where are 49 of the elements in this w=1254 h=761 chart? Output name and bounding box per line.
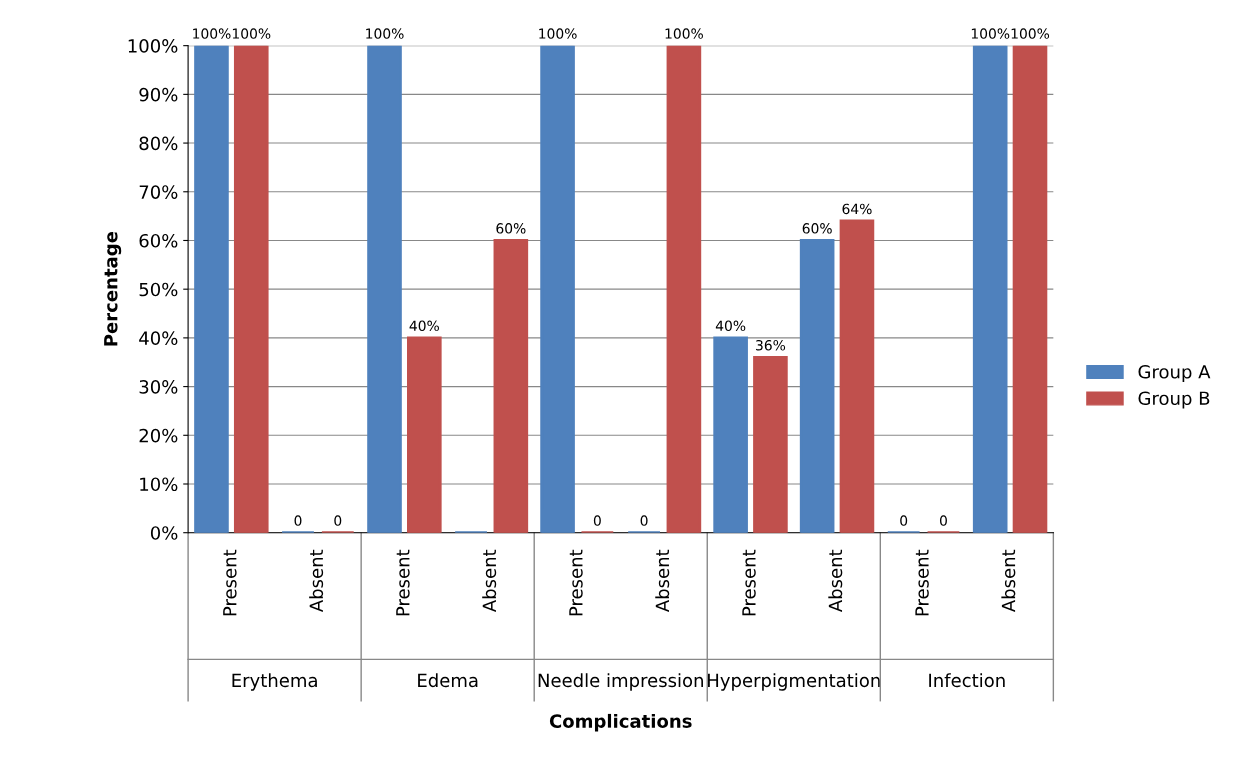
data-label: 60% [496,223,526,234]
data-label: 100% [665,28,703,39]
y-tick-label: 70% [139,185,178,199]
legend-label: Group A [1138,364,1211,383]
x-tick-label: Absent [828,549,843,613]
text: Hyperpigmentation [708,673,880,691]
data-label: 0 [294,515,302,526]
data-label: 40% [715,320,746,332]
x-tick-label: Present [396,549,410,616]
text: Complications [549,713,692,732]
x-tick-label: Present [569,549,583,616]
data-label: 0 [593,515,601,526]
x-tick-label: Present [915,549,929,616]
data-label: 100% [193,28,231,39]
data-label: 0 [334,515,342,526]
text: Erythema [232,673,317,691]
legend-label: Group B [1138,391,1210,409]
data-label: 0 [900,515,908,526]
data-label: 0 [939,515,947,526]
data-label: 60% [802,223,832,234]
text: Edema [418,673,478,688]
y-axis-title: Percentage [104,231,122,346]
text: Infection [929,673,1005,688]
y-tick-label: 40% [139,331,178,345]
x-tick-label: Absent [1001,549,1016,613]
x-tick-label: Absent [482,549,497,613]
y-tick-label: 20% [139,428,178,443]
data-label: 40% [409,320,439,332]
y-tick-label: 90% [139,87,178,102]
text: Needle impression [538,673,703,691]
y-tick-label: 50% [139,282,178,297]
y-tick-label: 0% [150,526,178,540]
data-label: 100% [1011,28,1050,39]
x-tick-label: Present [742,549,756,616]
data-label: 100% [232,28,271,39]
x-tick-label: Absent [655,549,670,613]
data-label: 0 [640,515,648,526]
x-tick-label: Absent [309,549,324,613]
data-label: 100% [539,28,577,39]
y-tick-label: 60% [139,233,178,248]
y-tick-label: 10% [140,477,178,492]
y-tick-label: 100% [128,39,178,53]
y-tick-label: 80% [139,136,178,151]
data-label: 100% [971,28,1010,39]
y-tick-label: 30% [139,380,178,394]
data-label: 36% [756,340,786,351]
data-label: 100% [366,28,404,39]
data-label: 64% [842,203,872,215]
x-tick-label: Present [223,549,237,616]
